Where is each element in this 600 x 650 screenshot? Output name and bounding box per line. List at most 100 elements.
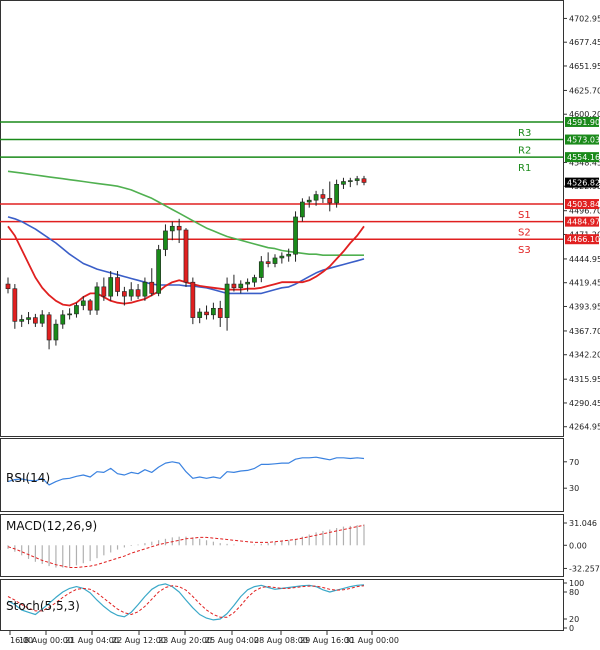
candle-body — [12, 288, 18, 322]
candle-body — [19, 319, 25, 322]
candle-body — [334, 184, 339, 204]
price-panel-frame — [0, 0, 564, 437]
x-tick-label: 16:00 — [10, 636, 33, 645]
level-tag-box — [565, 199, 599, 210]
macd-tick-label: 31.046 — [569, 519, 597, 528]
level-tag-box — [565, 234, 599, 245]
candle-body — [320, 194, 326, 199]
candle-body — [163, 230, 168, 250]
level-tag-box — [565, 116, 599, 127]
stoch-tick-label: 80 — [569, 588, 579, 597]
rsi-label: RSI(14) — [6, 471, 50, 485]
level-tag-s3: 4466.10 — [567, 235, 600, 244]
panel-frames — [0, 0, 564, 631]
stoch-tick-label: 100 — [569, 579, 584, 588]
ma-green-line — [7, 170, 364, 256]
stoch-k-line — [7, 583, 365, 621]
rsi-panel-frame — [0, 438, 564, 512]
candle-body — [94, 286, 100, 311]
x-tick-label: 25 Aug 04:00 — [205, 636, 259, 645]
candle-body — [347, 180, 353, 182]
candle-body — [115, 277, 120, 292]
candle-body — [26, 317, 31, 320]
price-tick-label: 4677.45 — [569, 38, 600, 47]
stoch-tick-label: 20 — [569, 615, 579, 624]
candle-body — [361, 178, 367, 183]
candle-body — [224, 283, 230, 318]
candle-body — [327, 197, 333, 204]
current-price-tag: 4526.82 — [567, 179, 600, 188]
candle-body — [183, 229, 189, 283]
price-tick-label: 4625.70 — [569, 86, 600, 95]
price-tick-label: 4315.95 — [569, 375, 600, 384]
candle-body — [190, 281, 196, 318]
level-label-s3: S3 — [518, 245, 531, 256]
stoch-tick-label: 0 — [569, 624, 574, 633]
candle-body — [122, 291, 127, 297]
candle-body — [245, 281, 250, 285]
candle-body — [128, 289, 134, 297]
candle-body — [33, 317, 38, 324]
level-label-s1: S1 — [518, 210, 531, 221]
candle-body — [286, 253, 292, 257]
candle-body — [142, 281, 148, 297]
candle-body — [279, 255, 285, 259]
price-tick-label: 4651.95 — [569, 62, 600, 71]
candle-body — [217, 307, 223, 318]
rsi-tick-label: 70 — [569, 458, 579, 467]
rsi-line — [7, 456, 365, 486]
macd-panel: 31.046 0.00 -32.257 — [7, 519, 600, 573]
stoch-d-line — [7, 585, 365, 618]
level-tag-r1: 4554.16 — [567, 153, 600, 162]
candle-body — [60, 314, 66, 325]
candle-body — [293, 216, 298, 255]
stoch-panel-frame — [0, 579, 564, 631]
level-tag-box — [565, 134, 599, 145]
candle-body — [300, 201, 305, 218]
candle-body — [80, 300, 86, 306]
level-tag-s1: 4503.84 — [567, 200, 600, 209]
price-tick-label: 4264.95 — [569, 423, 600, 432]
x-tick-label: 23 Aug 20:00 — [158, 636, 212, 645]
candle-body — [156, 249, 161, 294]
candle-body — [101, 286, 107, 297]
candle-body — [5, 283, 11, 290]
level-tag-r2: 4573.03 — [567, 136, 600, 145]
candle-body — [258, 261, 264, 278]
candle-body — [231, 283, 237, 289]
x-tick-label: 28 Aug 08:00 — [254, 636, 308, 645]
macd-label: MACD(12,26,9) — [6, 519, 97, 533]
price-tick-label: 4548.45 — [569, 158, 600, 167]
price-tick-label: 4419.45 — [569, 279, 600, 288]
stoch-label: Stoch(5,5,3) — [6, 599, 80, 613]
level-tag-box — [565, 216, 599, 227]
candle-body — [108, 277, 114, 297]
price-tick-label: 4496.70 — [569, 207, 600, 216]
price-tick-label: 4702.95 — [569, 14, 600, 23]
level-label-r2: R2 — [518, 146, 531, 157]
candle-body — [67, 313, 72, 316]
candle-body — [176, 225, 182, 231]
candle-body — [197, 311, 203, 318]
candle-body — [265, 261, 271, 264]
level-tag-r3: 4591.90 — [567, 118, 600, 127]
macd-signal-line — [7, 524, 365, 568]
rsi-panel: 70 30 — [7, 456, 579, 493]
pivot-levels: R3 R2 R1 S1 S2 S3 — [0, 121, 563, 256]
price-tick-label: 4393.95 — [569, 302, 600, 311]
candle-body — [306, 199, 312, 203]
candle-body — [211, 307, 216, 316]
price-tick-label: 4444.95 — [569, 255, 600, 264]
rsi-tick-label: 30 — [569, 484, 579, 493]
candle-body — [46, 314, 52, 341]
candles — [5, 175, 367, 350]
level-label-s2: S2 — [518, 228, 531, 239]
candle-body — [74, 305, 79, 315]
x-tick-label: 31 Aug 00:00 — [345, 636, 399, 645]
candle-body — [149, 281, 155, 294]
candle-body — [252, 277, 257, 283]
price-tick-label: 4290.45 — [569, 399, 600, 408]
